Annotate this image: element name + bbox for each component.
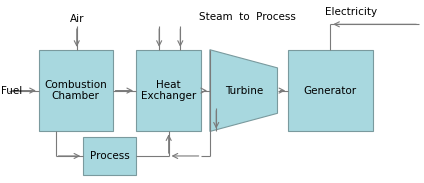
Text: Generator: Generator xyxy=(304,86,357,96)
Text: Air: Air xyxy=(70,14,84,24)
Text: Combustion
Chamber: Combustion Chamber xyxy=(45,80,107,101)
Text: Process: Process xyxy=(89,151,129,161)
Text: Electricity: Electricity xyxy=(325,7,377,17)
Text: Turbine: Turbine xyxy=(225,86,263,96)
FancyBboxPatch shape xyxy=(288,50,373,131)
Text: Heat
Exchanger: Heat Exchanger xyxy=(141,80,196,101)
Text: Steam  to  Process: Steam to Process xyxy=(199,12,296,23)
Text: Fuel: Fuel xyxy=(1,86,22,96)
FancyBboxPatch shape xyxy=(39,50,113,131)
Polygon shape xyxy=(210,50,277,131)
FancyBboxPatch shape xyxy=(83,137,136,175)
FancyBboxPatch shape xyxy=(136,50,201,131)
